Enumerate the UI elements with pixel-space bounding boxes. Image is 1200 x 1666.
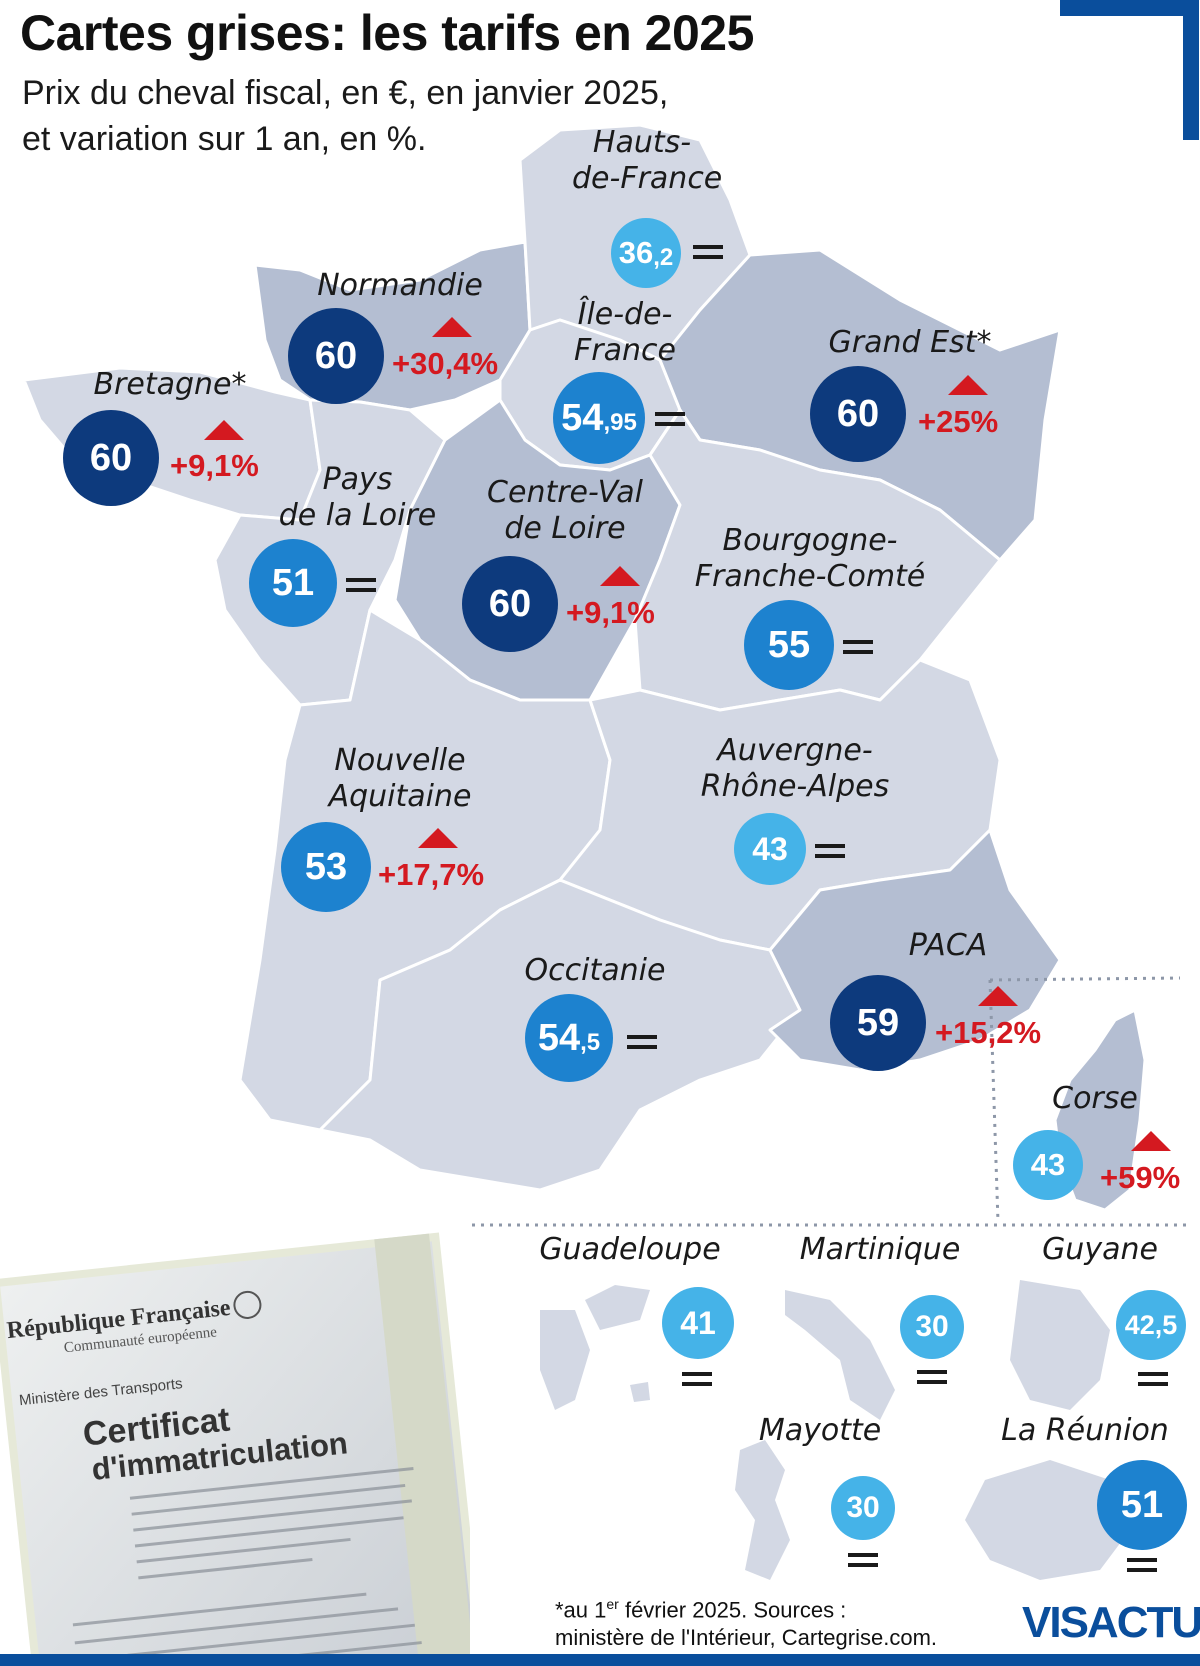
region-name-paca: PACA <box>908 928 988 963</box>
price-badge-normandie: 60 <box>288 308 384 404</box>
price-badge-nouvelle-aquitaine: 53 <box>281 822 371 912</box>
region-name-martinique: Martinique <box>799 1232 961 1267</box>
footnote-sources: *au 1er février 2025. Sources : ministèr… <box>555 1596 938 1651</box>
equal-sign-ile-de-france <box>655 412 685 426</box>
increase-arrow-paca <box>978 986 1018 1006</box>
price-badge-la-reunion: 51 <box>1097 1460 1187 1550</box>
change-centre-val-de-loire: +9,1% <box>566 595 655 630</box>
region-name-nouvelle-aquitaine: Nouvelle Aquitaine <box>328 743 472 814</box>
price-badge-guadeloupe: 41 <box>662 1287 734 1359</box>
bottom-bar <box>0 1654 1200 1666</box>
equal-sign-bourgogne-franche-comte <box>843 640 873 654</box>
equal-sign-martinique <box>917 1370 947 1384</box>
price-badge-mayotte: 30 <box>831 1476 895 1540</box>
corner-bracket-decoration <box>1060 0 1199 140</box>
price-badge-guyane: 42,5 <box>1116 1290 1186 1360</box>
increase-arrow-nouvelle-aquitaine <box>418 828 458 848</box>
price-badge-corse: 43 <box>1013 1130 1083 1200</box>
increase-arrow-corse <box>1131 1131 1171 1151</box>
change-paca: +15,2% <box>935 1015 1042 1050</box>
page-subtitle: Prix du cheval fiscal, en €, en janvier … <box>22 70 668 162</box>
price-badge-paca: 59 <box>830 975 926 1071</box>
page-title: Cartes grises: les tarifs en 2025 <box>20 5 754 61</box>
increase-arrow-bretagne <box>204 420 244 440</box>
equal-sign-mayotte <box>848 1553 878 1567</box>
change-normandie: +30,4% <box>392 346 499 381</box>
price-badge-ile-de-france: 54,95 <box>553 372 645 464</box>
region-name-grand-est: Grand Est* <box>828 325 992 360</box>
price-badge-bourgogne-franche-comte: 55 <box>744 600 834 690</box>
price-badge-bretagne: 60 <box>63 410 159 506</box>
region-name-centre-val-de-loire: Centre-Val de Loire <box>487 475 643 546</box>
equal-sign-guadeloupe <box>682 1372 712 1386</box>
change-grand-est: +25% <box>918 404 999 439</box>
subtitle-line-2: et variation sur 1 an, en %. <box>22 120 427 158</box>
equal-sign-guyane <box>1138 1372 1168 1386</box>
shape-mayotte <box>735 1440 790 1580</box>
equal-sign-occitanie <box>627 1035 657 1049</box>
region-name-corse: Corse <box>1052 1081 1138 1116</box>
region-name-mayotte: Mayotte <box>758 1413 882 1448</box>
shape-guadeloupe <box>540 1285 650 1410</box>
change-nouvelle-aquitaine: +17,7% <box>378 857 485 892</box>
region-name-ile-de-france: Île-de- France <box>574 297 676 368</box>
region-name-hauts-de-france: Hauts-de-France <box>572 125 723 196</box>
equal-sign-pays-de-la-loire <box>346 578 376 592</box>
price-badge-martinique: 30 <box>900 1295 964 1359</box>
price-badge-occitanie: 54,5 <box>525 994 613 1082</box>
price-badge-hauts-de-france: 36,2 <box>611 218 681 288</box>
subtitle-line-1: Prix du cheval fiscal, en €, en janvier … <box>22 74 669 112</box>
price-badge-centre-val-de-loire: 60 <box>462 556 558 652</box>
region-name-bourgogne-franche-comte: Bourgogne- Franche-Comté <box>694 523 926 594</box>
brand-logo: VISACTU <box>1022 1598 1200 1647</box>
change-bretagne: +9,1% <box>170 448 259 483</box>
region-name-guyane: Guyane <box>1042 1232 1158 1267</box>
region-name-pays-de-la-loire: Pays de la Loire <box>278 462 437 533</box>
region-name-auvergne-rhone-alpes: Auvergne- Rhône-Alpes <box>700 733 890 804</box>
equal-sign-auvergne-rhone-alpes <box>815 844 845 858</box>
price-badge-auvergne-rhone-alpes: 43 <box>734 813 806 885</box>
shape-guyane <box>1010 1280 1110 1410</box>
price-badge-pays-de-la-loire: 51 <box>249 539 337 627</box>
increase-arrow-centre-val-de-loire <box>600 566 640 586</box>
region-name-guadeloupe: Guadeloupe <box>539 1232 721 1267</box>
region-name-occitanie: Occitanie <box>524 953 666 988</box>
price-badge-grand-est: 60 <box>810 366 906 462</box>
region-name-la-reunion: La Réunion <box>1001 1413 1169 1448</box>
increase-arrow-grand-est <box>948 375 988 395</box>
change-corse: +59% <box>1100 1160 1181 1195</box>
shape-la-reunion <box>965 1460 1130 1580</box>
equal-sign-la-reunion <box>1127 1558 1157 1572</box>
increase-arrow-normandie <box>432 317 472 337</box>
shape-martinique <box>785 1290 895 1420</box>
registration-certificate-photo: République Française Communauté européen… <box>0 1232 470 1666</box>
region-name-normandie: Normandie <box>317 268 483 303</box>
equal-sign-hauts-de-france <box>693 245 723 259</box>
region-name-bretagne: Bretagne* <box>93 367 247 402</box>
